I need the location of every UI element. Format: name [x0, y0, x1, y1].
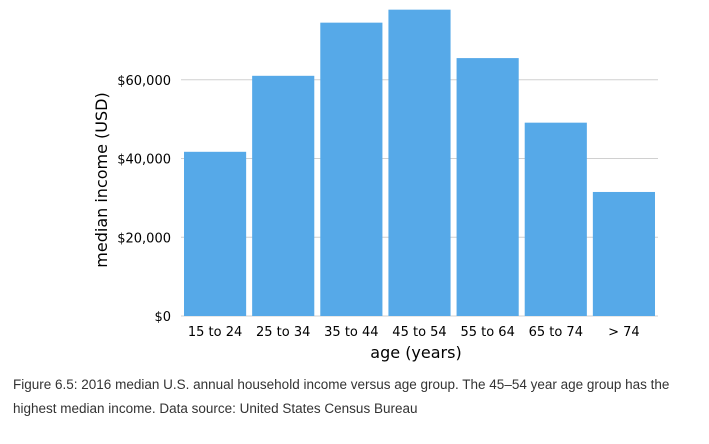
y-axis-ticks: $0 $20,000 $40,000 $60,000: [117, 74, 171, 325]
x-tick-label: 55 to 64: [460, 325, 514, 340]
bar: [592, 191, 655, 316]
bar: [252, 75, 315, 316]
y-tick-label: $40,000: [117, 153, 171, 168]
x-axis-ticks: 15 to 24 25 to 34 35 to 44 45 to 54 55 to 64…: [188, 325, 640, 340]
bar-chart: $0 $20,000 $40,000 $60,000 15 to 24 25 to 34…: [92, 9, 658, 362]
bar: [184, 151, 247, 316]
y-tick-label: $60,000: [117, 74, 171, 89]
x-tick-label: 25 to 34: [256, 325, 310, 340]
figure-caption: Figure 6.5: 2016 median U.S. annual hous…: [13, 377, 670, 416]
y-tick-label: $0: [154, 310, 171, 325]
x-tick-label: 15 to 24: [188, 325, 242, 340]
bar: [524, 122, 587, 316]
bar: [456, 58, 519, 316]
x-tick-label: 65 to 74: [529, 325, 583, 340]
y-tick-label: $20,000: [117, 231, 171, 246]
x-tick-label: > 74: [608, 325, 640, 340]
bar: [320, 22, 383, 316]
x-axis-title: age (years): [370, 343, 461, 362]
y-axis-title: median income (USD): [92, 92, 111, 267]
x-tick-label: 45 to 54: [392, 325, 446, 340]
bar: [388, 9, 451, 316]
bars: [184, 9, 655, 316]
x-tick-label: 35 to 44: [324, 325, 378, 340]
